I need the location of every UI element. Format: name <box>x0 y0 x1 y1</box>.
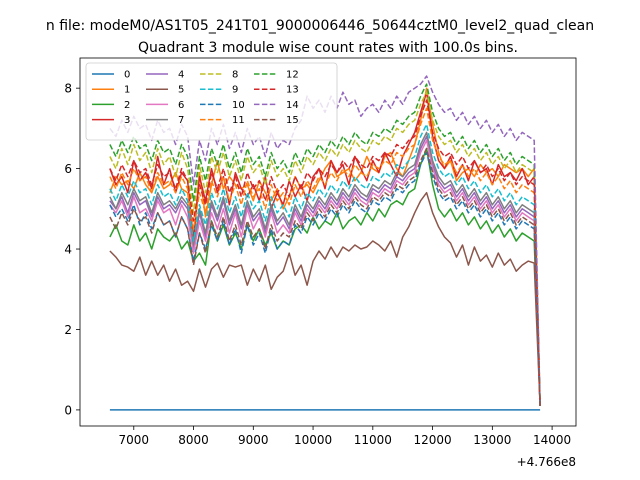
x-tick-label: 11000 <box>354 433 392 447</box>
figure-suptitle: n file: modeM0/AS1T05_241T01_9000006446_… <box>46 18 594 34</box>
y-tick-label: 8 <box>64 82 72 96</box>
y-tick-label: 0 <box>64 403 72 417</box>
x-tick-label: 13000 <box>473 433 511 447</box>
x-tick-label: 12000 <box>413 433 451 447</box>
y-axis-ticks: 0 2 4 6 8 <box>64 82 80 417</box>
legend-label-8: 8 <box>232 70 238 81</box>
x-tick-label: 8000 <box>178 433 209 447</box>
legend-label-0: 0 <box>124 70 130 81</box>
series-line-4 <box>109 135 541 406</box>
x-offset-text: +4.766e8 <box>517 455 576 469</box>
x-axis-ticks: 7000 8000 9000 10000 11000 12000 13000 14000 <box>119 426 571 447</box>
legend-label-11: 11 <box>232 115 245 126</box>
x-tick-label: 7000 <box>119 433 150 447</box>
series-line-8 <box>109 91 541 406</box>
legend-label-5: 5 <box>178 85 184 96</box>
legend-label-4: 4 <box>178 70 184 81</box>
series-line-6 <box>109 139 541 406</box>
legend-label-9: 9 <box>232 85 238 96</box>
x-tick-label: 9000 <box>238 433 269 447</box>
legend-label-10: 10 <box>232 100 245 111</box>
legend-label-14: 14 <box>286 100 299 111</box>
x-tick-label: 10000 <box>294 433 332 447</box>
y-tick-label: 6 <box>64 162 72 176</box>
legend-label-3: 3 <box>124 115 130 126</box>
series-line-13 <box>109 99 541 406</box>
legend-box <box>85 62 338 141</box>
legend-label-1: 1 <box>124 85 130 96</box>
series-line-9 <box>109 123 541 406</box>
legend-label-15: 15 <box>286 115 299 126</box>
plot-frame <box>79 57 577 427</box>
legend-label-7: 7 <box>178 115 184 126</box>
x-tick-label: 14000 <box>533 433 571 447</box>
y-tick-label: 2 <box>64 323 72 337</box>
y-tick-label: 4 <box>64 243 72 257</box>
series-line-3 <box>109 91 541 406</box>
legend-label-6: 6 <box>178 100 184 111</box>
series-line-11 <box>109 107 541 406</box>
series-line-15 <box>109 147 541 406</box>
series-line-7 <box>109 131 541 406</box>
legend-label-2: 2 <box>124 100 130 111</box>
series-line-12 <box>109 83 541 406</box>
chart-title: Quadrant 3 module wise count rates with … <box>138 40 518 56</box>
legend-label-13: 13 <box>286 85 299 96</box>
series-line-5 <box>109 191 541 406</box>
legend-label-12: 12 <box>286 70 299 81</box>
